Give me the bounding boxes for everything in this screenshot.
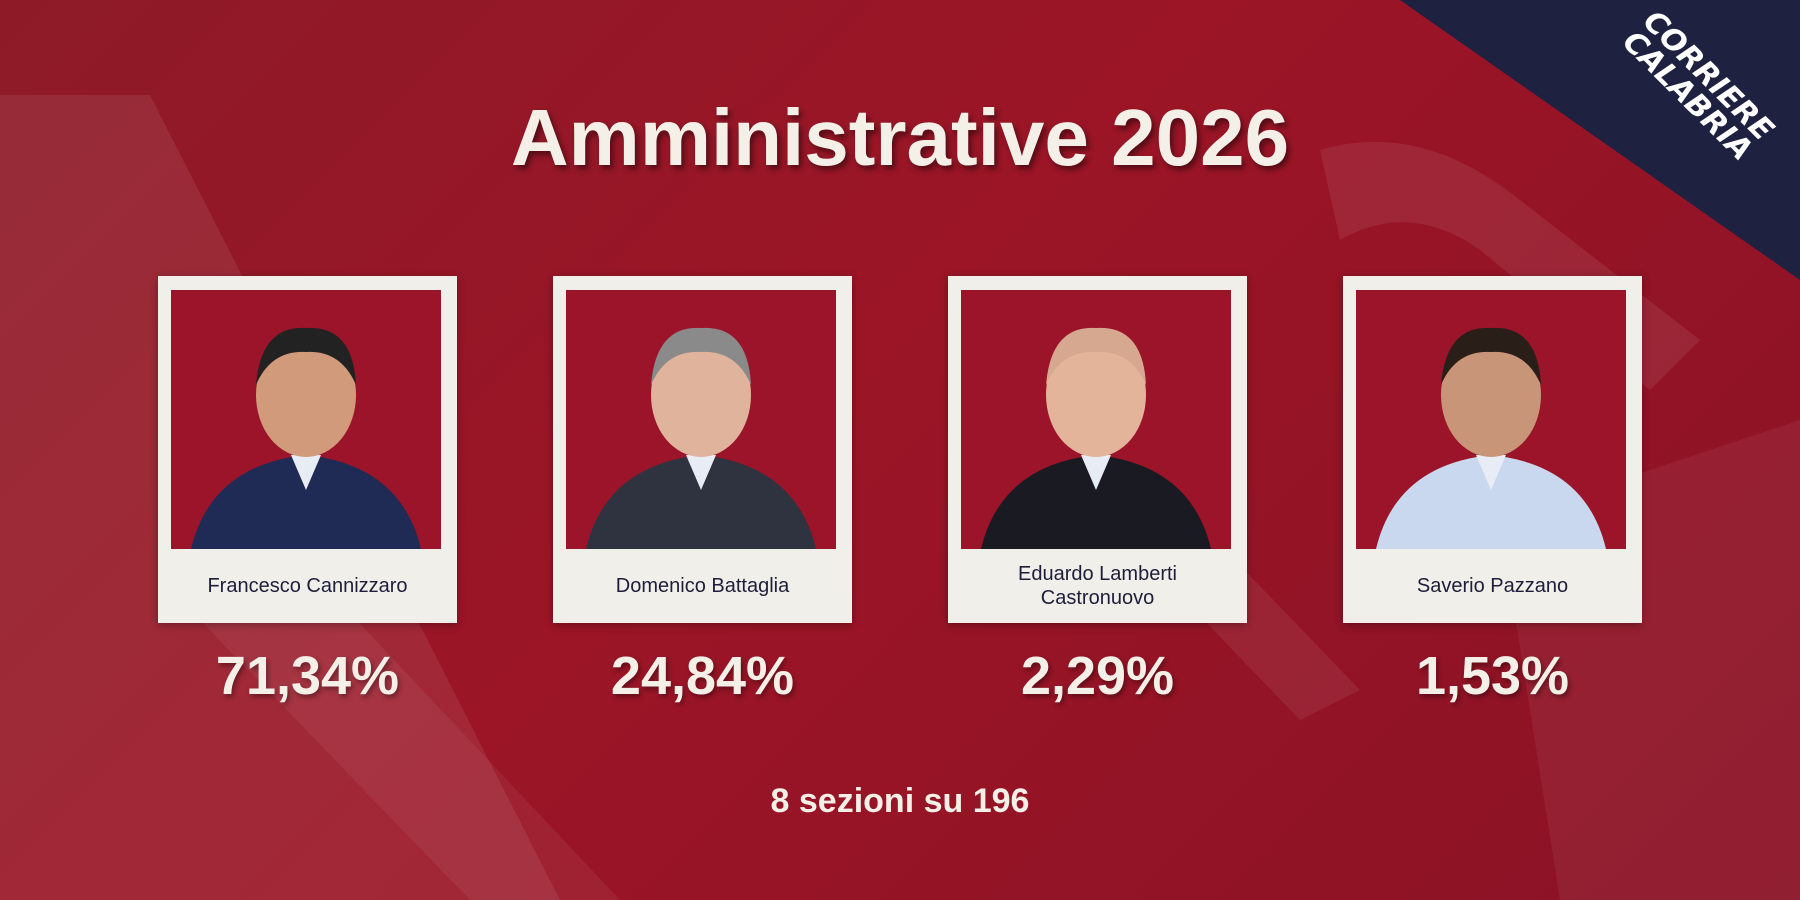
portrait [586, 327, 816, 549]
candidate-name: Eduardo Lamberti Castronuovo [1018, 563, 1177, 609]
candidate-result: 2,29% [1020, 646, 1175, 706]
name-box: Eduardo Lamberti Castronuovo [948, 549, 1247, 623]
candidate-result: 71,34% [215, 646, 400, 706]
portrait [191, 327, 421, 549]
name-box: Francesco Cannizzaro [158, 549, 457, 623]
candidate-photo [566, 290, 836, 549]
candidate-result: 1,53% [1415, 646, 1570, 706]
candidate-result: 24,84% [610, 646, 795, 706]
candidate-photo [961, 290, 1231, 549]
candidate-photo [171, 290, 441, 549]
name-box: Saverio Pazzano [1343, 549, 1642, 623]
candidate-card: Francesco Cannizzaro [158, 276, 457, 623]
portrait [1376, 327, 1606, 549]
candidate-name: Saverio Pazzano [1416, 575, 1569, 597]
name-box: Domenico Battaglia [553, 549, 852, 623]
title: Amministrative 2026 [510, 93, 1290, 182]
candidate-name: Francesco Cannizzaro [207, 575, 408, 597]
candidate-card: Saverio Pazzano [1343, 276, 1642, 623]
portrait [981, 327, 1211, 549]
candidate-card: Domenico Battaglia [553, 276, 852, 623]
candidate-card: Eduardo Lamberti Castronuovo [948, 276, 1247, 623]
candidate-photo [1356, 290, 1626, 549]
candidate-name: Domenico Battaglia [615, 575, 790, 597]
footer-note: 8 sezioni su 196 [770, 782, 1030, 820]
